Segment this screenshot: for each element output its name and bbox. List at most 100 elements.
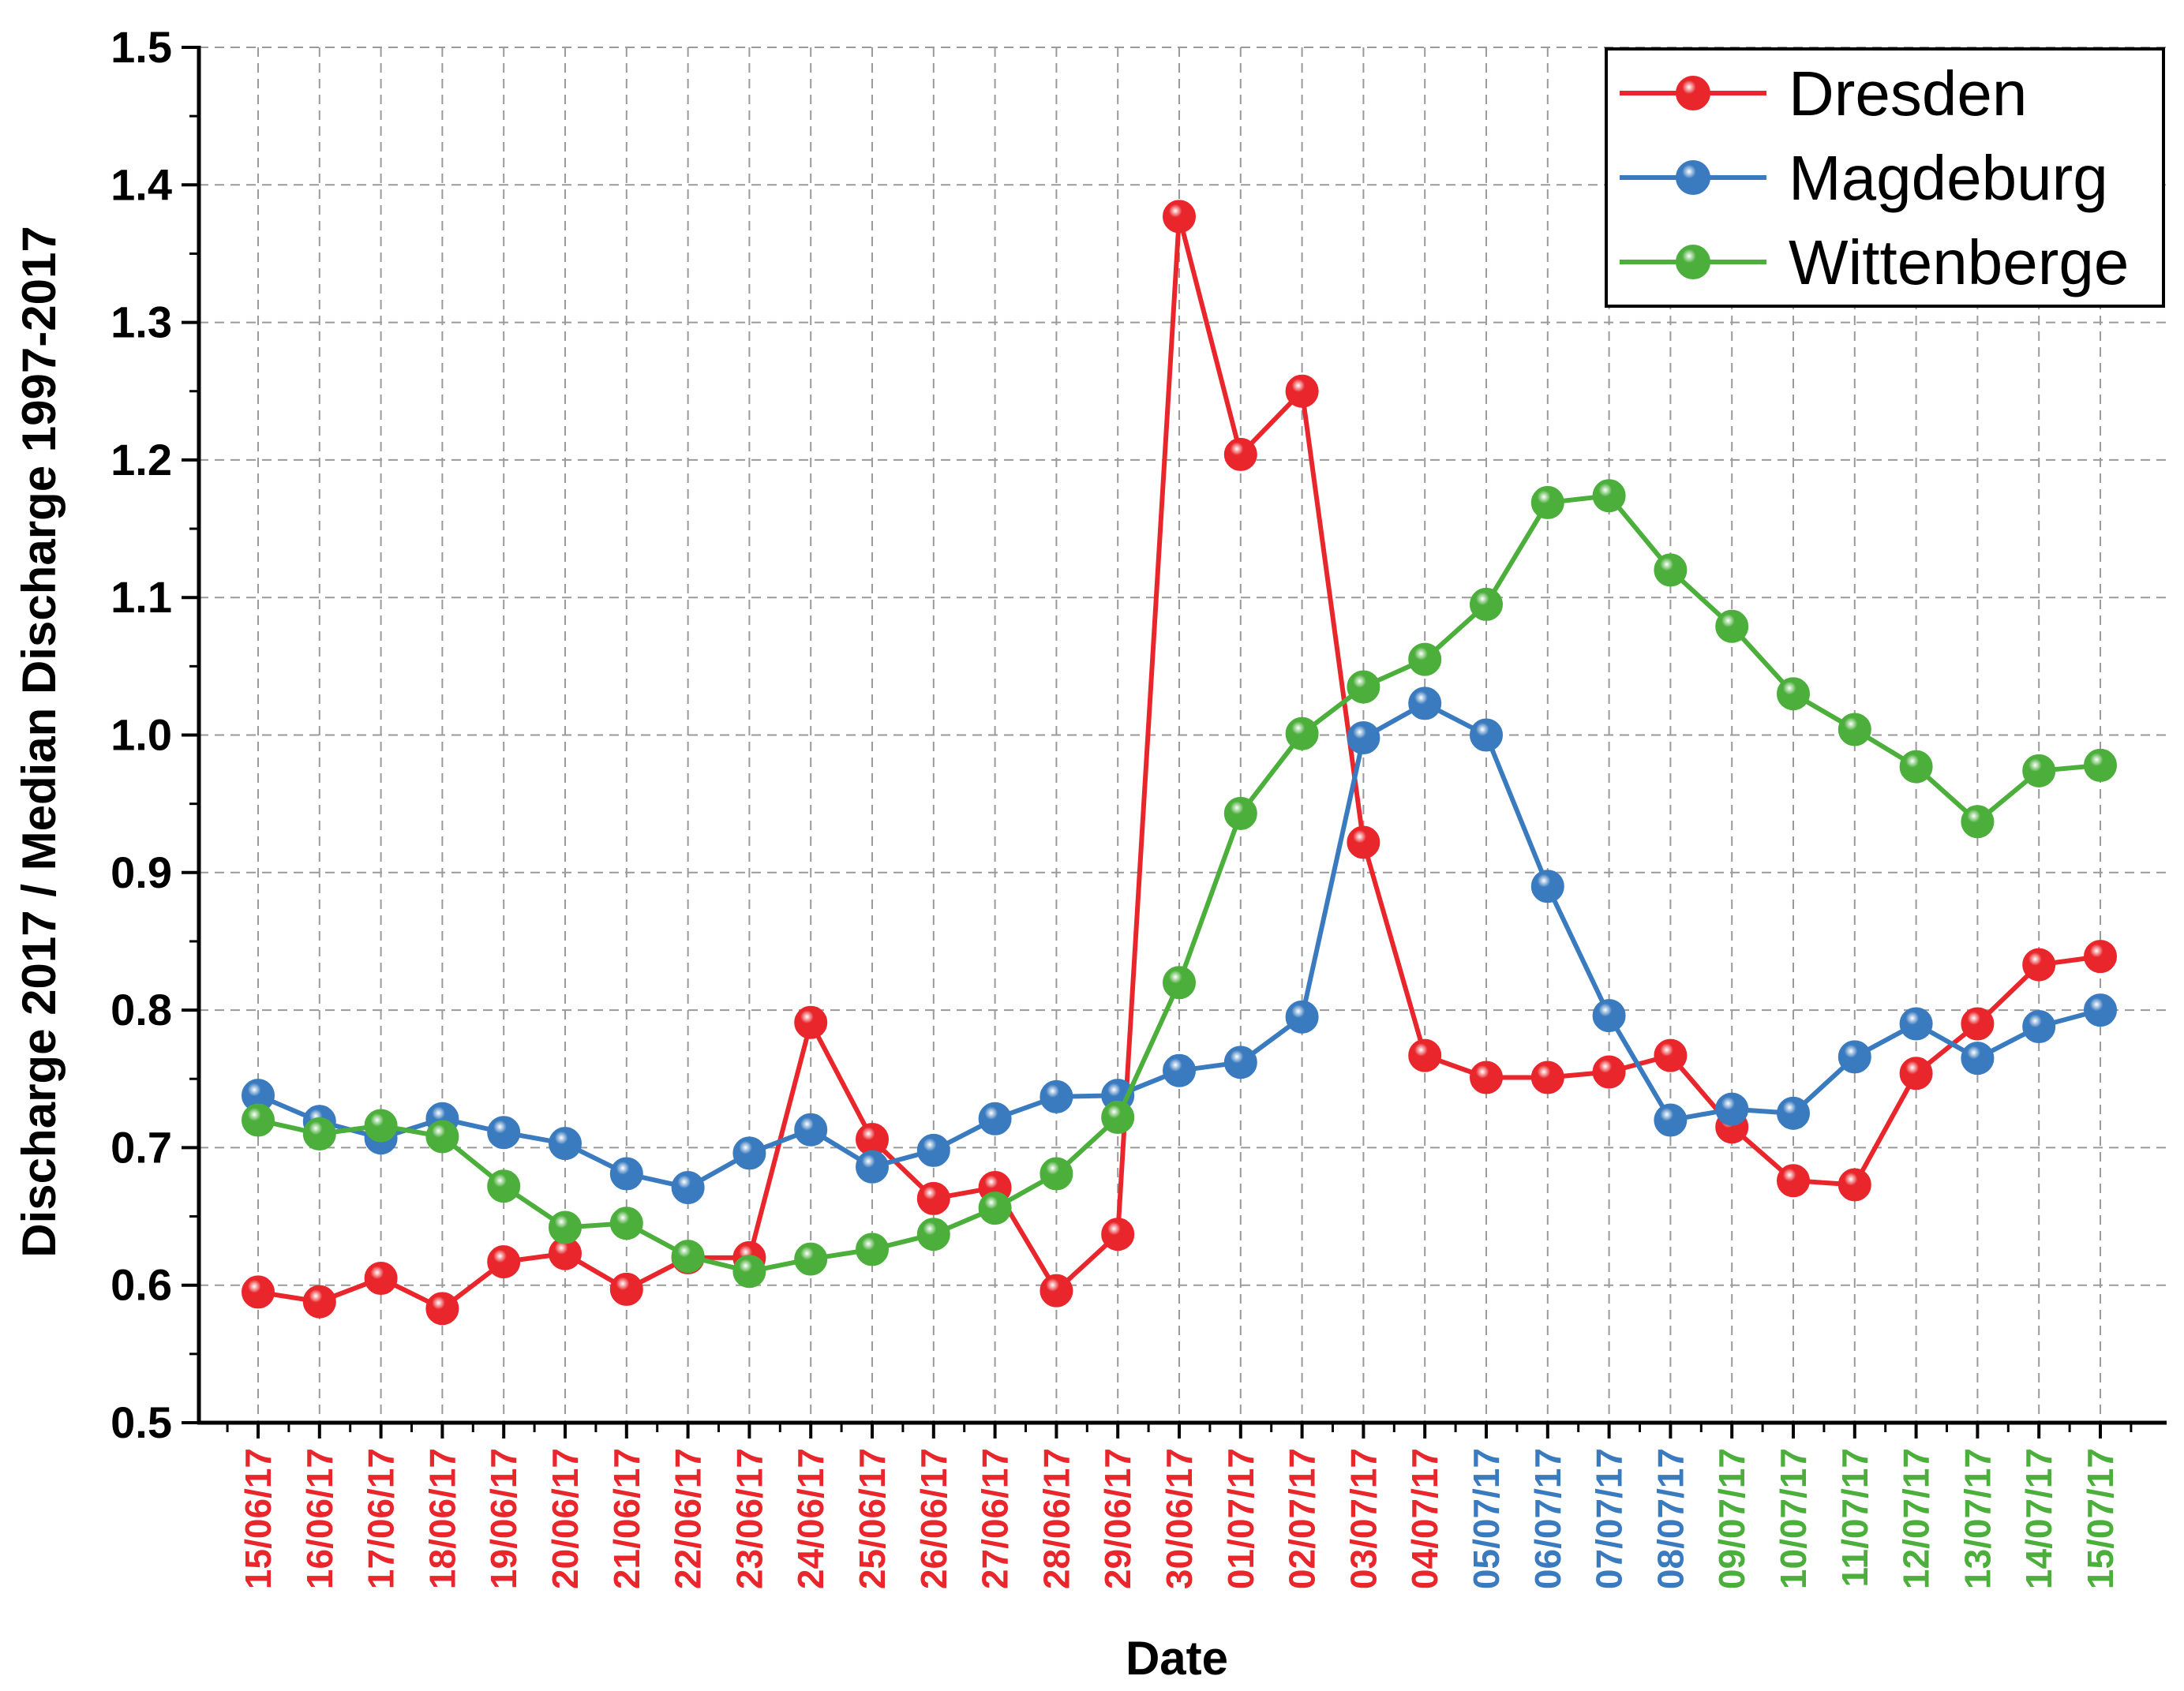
x-tick-label: 04/07/17 <box>1404 1448 1445 1589</box>
data-point <box>549 1210 582 1244</box>
data-point <box>364 1109 398 1143</box>
data-point <box>302 1285 336 1319</box>
legend-label: Magdeburg <box>1789 143 2108 213</box>
data-point <box>549 1127 582 1161</box>
y-tick-label: 1.0 <box>111 710 172 760</box>
x-tick-label: 14/07/17 <box>2018 1448 2059 1589</box>
data-point <box>1040 1157 1073 1191</box>
legend-label: Wittenberge <box>1789 227 2129 297</box>
x-tick-label: 21/06/17 <box>606 1448 647 1589</box>
data-point <box>1592 479 1626 513</box>
x-tick-label: 16/06/17 <box>299 1448 340 1589</box>
data-point <box>856 1150 889 1184</box>
data-point <box>1163 966 1196 1000</box>
data-point <box>1223 1046 1257 1079</box>
data-point <box>1961 1007 1995 1041</box>
data-point <box>794 1005 828 1039</box>
data-point <box>916 1181 950 1215</box>
legend-label: Dresden <box>1789 58 2027 129</box>
data-point <box>1777 1164 1810 1198</box>
data-point <box>1163 200 1196 234</box>
data-point <box>1899 750 1933 784</box>
x-tick-label: 25/06/17 <box>852 1448 893 1589</box>
x-tick-label: 30/06/17 <box>1159 1448 1200 1589</box>
data-point <box>916 1218 950 1251</box>
data-point <box>1163 1053 1196 1087</box>
data-point <box>609 1272 643 1306</box>
data-point <box>1347 670 1380 704</box>
data-point <box>2084 940 2117 974</box>
x-tick-label: 22/06/17 <box>668 1448 709 1589</box>
data-point <box>978 1102 1012 1135</box>
series-wittenberge <box>242 479 2117 1289</box>
x-tick-label: 10/07/17 <box>1773 1448 1814 1589</box>
data-point <box>1285 1000 1319 1034</box>
data-point <box>1777 1096 1810 1130</box>
x-tick-label: 17/06/17 <box>361 1448 402 1589</box>
y-tick-label: 0.7 <box>111 1122 172 1172</box>
data-point <box>1408 642 1442 676</box>
data-point <box>2022 1010 2056 1044</box>
legend-marker <box>1676 160 1710 195</box>
x-tick-label: 05/07/17 <box>1466 1448 1507 1589</box>
x-tick-label: 29/06/17 <box>1097 1448 1138 1589</box>
data-point <box>1408 687 1442 720</box>
data-point <box>1470 1061 1503 1094</box>
data-point <box>1961 1042 1995 1076</box>
x-tick-label: 18/06/17 <box>421 1448 463 1589</box>
x-tick-label: 07/07/17 <box>1589 1448 1630 1589</box>
data-point <box>794 1242 828 1276</box>
data-point <box>1408 1038 1442 1072</box>
data-point <box>2084 748 2117 782</box>
y-tick-label: 0.6 <box>111 1260 172 1310</box>
x-axis-title: Date <box>1126 1632 1228 1685</box>
x-tick-label: 03/07/17 <box>1343 1448 1384 1589</box>
data-point <box>1530 870 1564 903</box>
data-point <box>1530 485 1564 519</box>
data-point <box>425 1120 459 1154</box>
legend-marker <box>1676 76 1710 110</box>
data-point <box>1101 1101 1135 1135</box>
data-point <box>1223 437 1257 471</box>
data-point <box>671 1170 705 1204</box>
data-point <box>242 1275 275 1309</box>
data-point <box>1715 609 1749 643</box>
x-tick-label: 15/07/17 <box>2080 1448 2121 1589</box>
data-point <box>487 1245 521 1279</box>
data-point <box>916 1133 950 1167</box>
x-tick-label: 12/07/17 <box>1896 1448 1937 1589</box>
data-point <box>1347 720 1380 754</box>
data-point <box>1899 1057 1933 1091</box>
data-point <box>1654 553 1688 587</box>
y-tick-label: 1.4 <box>111 159 172 209</box>
x-tick-label: 06/07/17 <box>1527 1448 1568 1589</box>
x-tick-label: 28/06/17 <box>1036 1448 1077 1589</box>
data-point <box>856 1233 889 1266</box>
x-tick-label: 01/07/17 <box>1220 1448 1261 1589</box>
data-point <box>1961 805 1995 839</box>
x-tick-label: 08/07/17 <box>1650 1448 1691 1589</box>
axes <box>182 46 2167 1438</box>
data-point <box>732 1255 766 1289</box>
data-point <box>1592 999 1626 1033</box>
data-point <box>1470 587 1503 621</box>
data-point <box>1285 374 1319 408</box>
x-tick-label: 19/06/17 <box>483 1448 524 1589</box>
x-tick-label: 02/07/17 <box>1282 1448 1323 1589</box>
data-point <box>1837 1040 1871 1074</box>
data-point <box>1530 1061 1564 1094</box>
data-point <box>1777 677 1810 711</box>
data-point <box>1654 1038 1688 1072</box>
x-tick-label: 09/07/17 <box>1711 1448 1752 1589</box>
data-point <box>2022 754 2056 788</box>
series-dresden <box>242 200 2117 1326</box>
y-axis-title: Discharge 2017 / Median Discharge 1997-2… <box>13 226 66 1257</box>
y-tick-label: 1.2 <box>111 435 172 484</box>
legend-marker <box>1676 245 1710 279</box>
data-point <box>732 1136 766 1170</box>
x-tick-label: 11/07/17 <box>1834 1448 1875 1588</box>
data-point <box>1040 1079 1073 1113</box>
legend: Dresden Magdeburg Wittenberge <box>1605 47 2165 308</box>
data-point <box>487 1116 521 1150</box>
